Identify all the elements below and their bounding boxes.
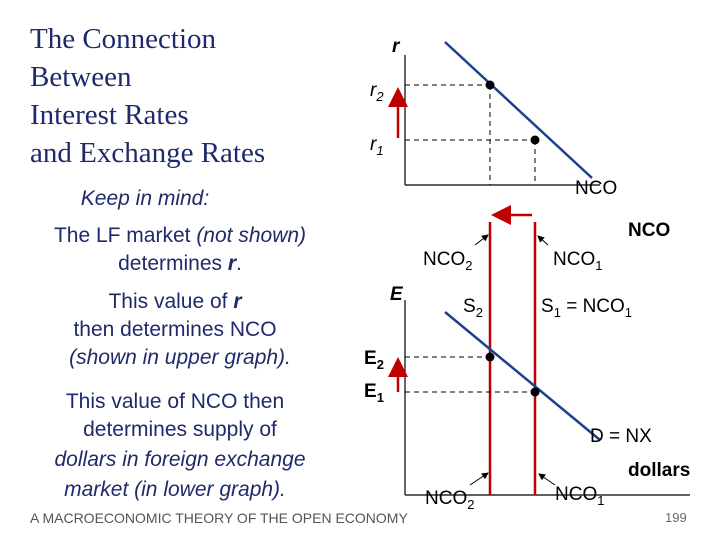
label: S1 = NCO1	[541, 296, 632, 320]
label: NCO1	[555, 484, 604, 508]
text: 1	[595, 258, 602, 273]
note-line: then determines NCO	[73, 318, 276, 341]
point	[530, 387, 540, 397]
label: NCO2	[425, 488, 474, 512]
text: The LF market	[54, 224, 191, 247]
demand-curve	[444, 311, 601, 441]
axis-label: E	[390, 284, 404, 305]
pointer	[537, 235, 549, 246]
title: The Connection Between Interest Rates an…	[30, 23, 265, 169]
pointer	[538, 473, 556, 486]
text: r	[370, 80, 377, 101]
notes: Keep in mind: The LF market (not shown) …	[54, 187, 306, 501]
note-line: The LF market (not shown)	[54, 224, 306, 247]
text: 2	[476, 305, 483, 320]
text: market	[64, 478, 129, 501]
point	[485, 352, 495, 362]
page-number: 199	[665, 510, 687, 525]
text: 1	[376, 143, 383, 158]
text: (in lower graph).	[128, 478, 286, 501]
text: 1	[377, 390, 384, 405]
label: r1	[370, 134, 384, 158]
text: r	[228, 252, 238, 275]
text: 2	[377, 357, 384, 372]
text: NCO	[555, 484, 597, 505]
text: S	[541, 296, 554, 317]
text: 1	[625, 305, 632, 320]
lower-graph: E NCO NCO2 NCO1 S2 S1 = NCO1 E2 E1 D = N…	[364, 220, 690, 512]
axis-label: r	[392, 36, 401, 57]
text: 1	[597, 493, 604, 508]
text: 1	[554, 305, 561, 320]
label: r2	[370, 80, 384, 104]
note-line: This value of NCO then	[66, 390, 284, 413]
point	[485, 80, 495, 90]
axis-label: dollars	[628, 460, 690, 481]
text: 2	[465, 258, 472, 273]
text: This value of	[108, 290, 233, 313]
nco-curve	[444, 41, 593, 179]
point	[530, 135, 540, 145]
axis-label: NCO	[628, 220, 670, 241]
text: r	[370, 134, 377, 155]
text: S	[463, 296, 476, 317]
title-line: Between	[30, 61, 132, 93]
pointer	[474, 234, 489, 246]
title-line: Interest Rates	[30, 99, 189, 131]
axis-label: NCO	[575, 178, 617, 199]
text: E	[364, 348, 377, 369]
note-line: dollars in foreign exchange	[55, 448, 306, 471]
text: .	[236, 252, 242, 275]
text: NCO	[553, 249, 595, 270]
text: r	[233, 290, 243, 313]
label: S2	[463, 296, 483, 320]
label: D = NX	[590, 426, 652, 447]
text: NCO	[425, 488, 467, 509]
note-line: determines supply of	[83, 418, 277, 441]
label: NCO2	[423, 249, 472, 273]
note-line: determines r.	[118, 252, 242, 275]
text: 2	[375, 89, 384, 104]
text: E	[364, 381, 377, 402]
label: NCO1	[553, 249, 602, 273]
title-line: The Connection	[30, 23, 217, 55]
note-line: market (in lower graph).	[64, 478, 286, 501]
note-line: This value of r	[108, 290, 243, 313]
label: E1	[364, 381, 384, 405]
note-heading: Keep in mind:	[81, 187, 209, 210]
text: (not shown)	[190, 224, 306, 247]
text: = NCO	[561, 296, 625, 317]
pointer	[469, 472, 489, 486]
text: NCO	[423, 249, 465, 270]
upper-graph: r r2 r1 NCO	[370, 36, 617, 199]
title-line: and Exchange Rates	[30, 137, 265, 169]
label: E2	[364, 348, 384, 372]
text: determines	[118, 252, 228, 275]
text: 2	[467, 497, 474, 512]
footer: A MACROECONOMIC THEORY OF THE OPEN ECONO…	[30, 510, 408, 526]
note-line: (shown in upper graph).	[69, 346, 291, 369]
